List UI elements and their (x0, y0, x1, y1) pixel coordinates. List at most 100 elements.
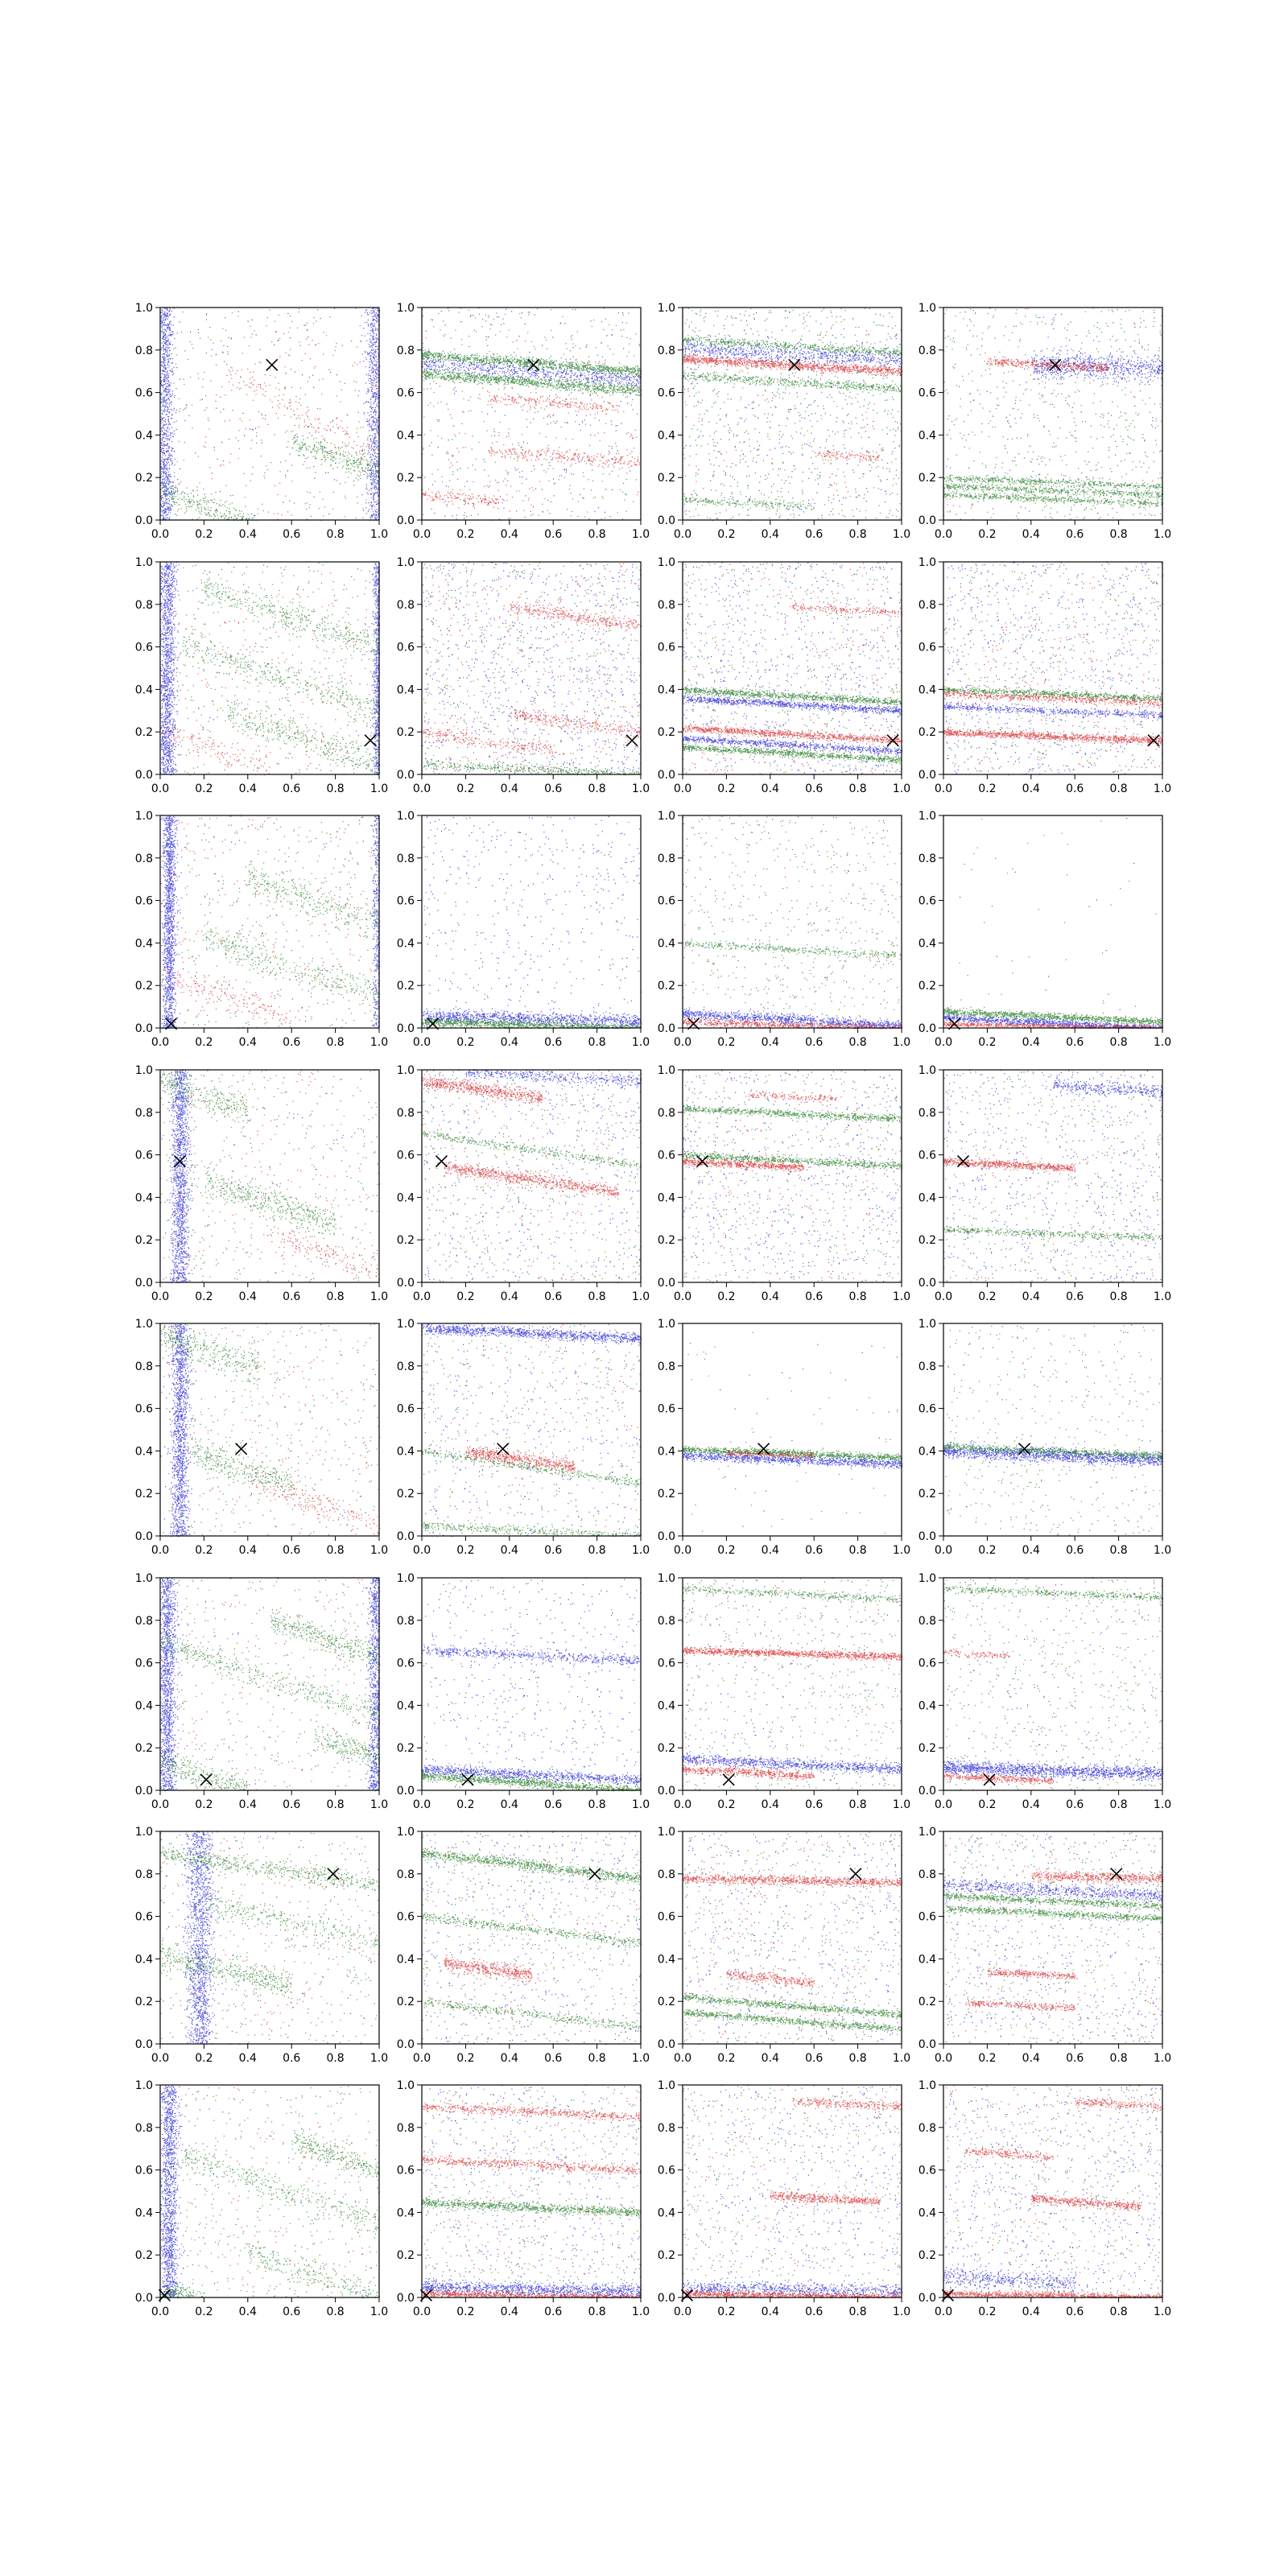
y-tick-label: 0.0 (135, 1022, 153, 1035)
y-tick-label: 0.8 (135, 1107, 153, 1120)
y-tick-label: 0.8 (135, 1615, 153, 1628)
marker-x (165, 1018, 178, 1030)
panel-r7-c2: 0.0 0.2 0.4 0.6 0.8 1.0 0.0 0.2 0.4 0.6 0.8 1.0 (658, 2079, 910, 2318)
y-tick-label: 0.6 (135, 1150, 153, 1162)
x-tick-label: 0.0 (151, 2052, 169, 2065)
y-tick-label: 0.6 (919, 642, 936, 654)
y-tick-label: 0.6 (397, 1150, 415, 1162)
marker-x (758, 1443, 770, 1455)
y-tick-label: 0.8 (135, 599, 153, 612)
panel-r2-c0: 0.0 0.2 0.4 0.6 0.8 1.0 0.0 0.2 0.4 0.6 0.8 1.0 (135, 810, 388, 1049)
y-tick-label: 1.0 (919, 556, 936, 569)
y-tick-label: 1.0 (397, 1572, 415, 1585)
marker-x (1049, 358, 1062, 371)
y-tick-label: 0.4 (135, 1953, 153, 1966)
axes-frame (943, 307, 1163, 521)
x-tick-label: 0.8 (848, 1036, 866, 1049)
x-tick-label: 0.8 (1109, 1036, 1127, 1049)
y-tick-label: 0.0 (919, 769, 936, 782)
x-tick-label: 0.4 (239, 1544, 257, 1557)
x-tick-label: 1.0 (893, 1544, 910, 1557)
x-tick-label: 0.8 (326, 1036, 344, 1049)
y-tick-label: 0.6 (135, 387, 153, 400)
panel-r3-c1: 0.0 0.2 0.4 0.6 0.8 1.0 0.0 0.2 0.4 0.6 0.8 1.0 (397, 1064, 650, 1303)
x-tick-label: 0.4 (239, 528, 257, 541)
panel-r1-c3: 0.0 0.2 0.4 0.6 0.8 1.0 0.0 0.2 0.4 0.6 0.8 1.0 (919, 556, 1171, 795)
x-tick-label: 0.2 (978, 1798, 996, 1811)
axes-frame (159, 1831, 380, 2045)
x-tick-label: 1.0 (893, 2306, 910, 2318)
y-tick-label: 0.6 (397, 895, 415, 908)
marker-x (235, 1443, 248, 1455)
x-tick-label: 0.2 (717, 2306, 735, 2318)
x-tick-label: 0.4 (239, 1798, 257, 1811)
axes-frame (682, 1069, 902, 1283)
axes-frame (943, 1323, 1163, 1537)
x-tick-label: 1.0 (1154, 528, 1171, 541)
y-tick-label: 1.0 (135, 1572, 153, 1585)
x-tick-label: 0.0 (674, 2306, 691, 2318)
y-tick-label: 0.6 (919, 1150, 936, 1162)
x-tick-label: 0.2 (717, 1290, 735, 1303)
x-tick-label: 0.2 (978, 2052, 996, 2065)
y-tick-label: 1.0 (658, 1826, 675, 1839)
scatter-points-green (683, 1070, 903, 1284)
x-tick-label: 1.0 (1154, 1290, 1171, 1303)
x-tick-label: 0.6 (1066, 2052, 1084, 2065)
x-tick-label: 1.0 (370, 2306, 388, 2318)
y-tick-label: 0.0 (919, 514, 936, 527)
panel-r2-c2: 0.0 0.2 0.4 0.6 0.8 1.0 0.0 0.2 0.4 0.6 0.8 1.0 (658, 810, 910, 1049)
x-tick-label: 0.2 (717, 528, 735, 541)
x-tick-label: 0.0 (674, 782, 691, 795)
x-tick-label: 1.0 (893, 1036, 910, 1049)
x-tick-label: 1.0 (632, 528, 650, 541)
x-tick-label: 0.8 (588, 2306, 605, 2318)
axes-frame (943, 1831, 1163, 2045)
x-tick-label: 0.4 (239, 2306, 257, 2318)
x-tick-label: 1.0 (893, 2052, 910, 2065)
panel-r1-c1: 0.0 0.2 0.4 0.6 0.8 1.0 0.0 0.2 0.4 0.6 0.8 1.0 (397, 556, 650, 795)
x-tick-label: 0.6 (544, 2306, 562, 2318)
panel-r2-c1: 0.0 0.2 0.4 0.6 0.8 1.0 0.0 0.2 0.4 0.6 0.8 1.0 (397, 810, 650, 1049)
y-tick-label: 0.4 (135, 1191, 153, 1204)
axes-frame (943, 561, 1163, 775)
x-tick-label: 1.0 (632, 1036, 650, 1049)
y-tick-label: 0.6 (658, 642, 675, 654)
y-tick-label: 0.6 (658, 387, 675, 400)
y-tick-label: 0.6 (919, 1657, 936, 1670)
y-tick-label: 1.0 (658, 810, 675, 823)
y-tick-label: 1.0 (919, 1064, 936, 1077)
x-tick-label: 0.2 (195, 782, 213, 795)
marker-x (419, 2289, 433, 2301)
panel-r0-c3: 0.0 0.2 0.4 0.6 0.8 1.0 0.0 0.2 0.4 0.6 0.8 1.0 (919, 302, 1171, 541)
x-tick-label: 0.8 (848, 528, 866, 541)
x-tick-label: 1.0 (1154, 1798, 1171, 1811)
y-tick-label: 0.0 (919, 1277, 936, 1290)
marker-x (983, 1773, 996, 1786)
y-tick-label: 0.6 (658, 1403, 675, 1416)
y-tick-label: 0.2 (397, 1234, 415, 1247)
axes-frame (159, 307, 380, 521)
x-tick-label: 0.2 (978, 1290, 996, 1303)
y-tick-label: 1.0 (135, 1826, 153, 1839)
x-tick-label: 0.4 (239, 2052, 257, 2065)
y-tick-label: 0.2 (135, 2249, 153, 2262)
x-tick-label: 0.2 (456, 2052, 474, 2065)
x-tick-label: 1.0 (893, 782, 910, 795)
panel-r4-c3: 0.0 0.2 0.4 0.6 0.8 1.0 0.0 0.2 0.4 0.6 0.8 1.0 (919, 1318, 1171, 1557)
y-tick-label: 1.0 (135, 1064, 153, 1077)
x-tick-label: 0.2 (195, 1544, 213, 1557)
scatter-points-blue (422, 1831, 642, 2046)
y-tick-label: 0.8 (919, 852, 936, 865)
y-tick-label: 0.4 (919, 1445, 936, 1458)
y-tick-label: 0.6 (397, 1911, 415, 1924)
scatter-points-blue (160, 1831, 372, 2046)
x-tick-label: 0.6 (544, 2052, 562, 2065)
marker-x (722, 1773, 735, 1786)
y-tick-label: 1.0 (919, 1572, 936, 1585)
marker-x (588, 1868, 601, 1880)
y-tick-label: 0.8 (919, 599, 936, 612)
x-tick-label: 1.0 (370, 528, 388, 541)
y-tick-label: 1.0 (658, 1318, 675, 1331)
